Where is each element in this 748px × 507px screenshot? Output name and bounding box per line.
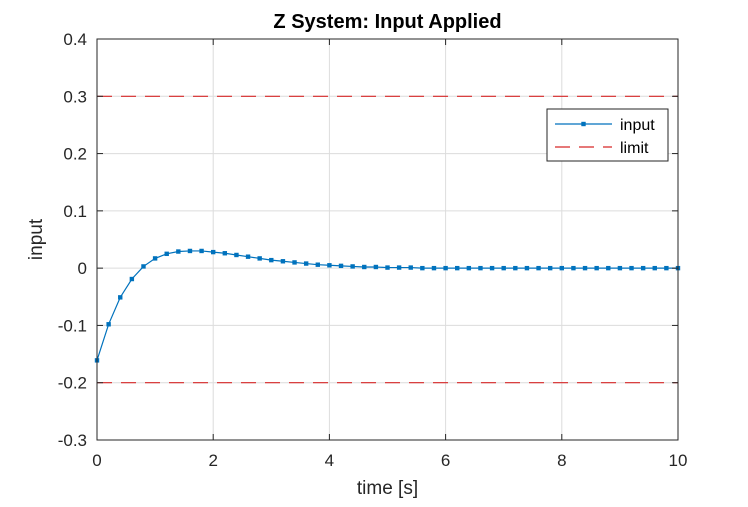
data-point: [431, 265, 437, 271]
data-point: [292, 260, 297, 265]
y-tick-label: 0.4: [63, 30, 87, 49]
data-point: [269, 257, 274, 263]
data-point: [234, 252, 239, 258]
data-point: [385, 265, 390, 270]
data-point: [571, 265, 576, 271]
data-point: [327, 263, 332, 268]
data-point: [106, 322, 111, 327]
data-point: [408, 265, 413, 270]
data-point: [547, 265, 553, 271]
y-tick-label: 0.2: [63, 145, 87, 164]
y-tick-label: 0: [78, 259, 87, 278]
x-tick-label: 10: [669, 451, 688, 470]
data-point: [629, 265, 634, 271]
data-point: [118, 295, 123, 300]
x-tick-label: 6: [441, 451, 450, 470]
data-point: [373, 264, 379, 270]
y-tick-label: -0.2: [58, 374, 87, 393]
x-tick-label: 8: [557, 451, 566, 470]
legend-marker-input: [581, 121, 586, 127]
x-tick-label: 4: [325, 451, 334, 470]
data-point: [443, 265, 448, 271]
x-tick-label: 2: [208, 451, 217, 470]
grid: [97, 39, 678, 440]
y-tick-label: 0.3: [63, 87, 87, 106]
data-point: [303, 261, 309, 266]
x-axis-label: time [s]: [357, 478, 418, 499]
data-point: [257, 256, 262, 261]
data-point: [315, 262, 320, 267]
legend: input limit: [546, 108, 669, 162]
data-point: [466, 265, 472, 271]
data-point: [606, 265, 611, 271]
data-point: [164, 251, 169, 257]
data-point: [478, 265, 483, 271]
y-axis-label: input: [26, 218, 47, 260]
legend-label-input: input: [620, 117, 655, 134]
y-tick-label: -0.3: [58, 431, 87, 450]
legend-label-limit: limit: [620, 140, 649, 157]
x-tick-label: 0: [92, 451, 101, 470]
data-point: [617, 265, 623, 271]
data-point: [582, 265, 588, 271]
data-point: [141, 264, 146, 269]
data-point: [338, 263, 344, 269]
data-point: [129, 276, 135, 282]
data-point: [664, 265, 669, 271]
data-point: [513, 265, 518, 271]
data-point: [245, 254, 251, 259]
data-point: [396, 265, 402, 270]
chart-title: Z System: Input Applied: [273, 11, 501, 33]
data-point: [640, 265, 646, 271]
data-point: [501, 265, 506, 271]
data-point: [199, 248, 204, 254]
data-point: [524, 265, 530, 271]
data-point: [176, 249, 181, 254]
data-point: [652, 265, 657, 271]
data-point: [280, 259, 286, 264]
data-point: [187, 248, 193, 254]
data-point: [455, 265, 460, 271]
legend-box: [546, 108, 669, 162]
data-point: [211, 249, 216, 255]
data-point: [536, 265, 541, 271]
y-tick-label: -0.1: [58, 316, 87, 335]
y-tick-label: 0.1: [63, 202, 87, 221]
data-point: [152, 256, 158, 261]
axis-ticks: 0 2 4 6 8 10 -0.3 -0.2 -0.1 0 0.1 0.2 0.3 0.4: [58, 30, 688, 470]
axes-box: [96, 38, 679, 441]
data-point: [489, 265, 495, 271]
data-point: [594, 265, 599, 271]
data-point: [559, 265, 564, 271]
data-point: [420, 265, 425, 271]
data-point: [222, 251, 228, 256]
data-point: [362, 264, 367, 270]
data-point: [350, 264, 355, 269]
